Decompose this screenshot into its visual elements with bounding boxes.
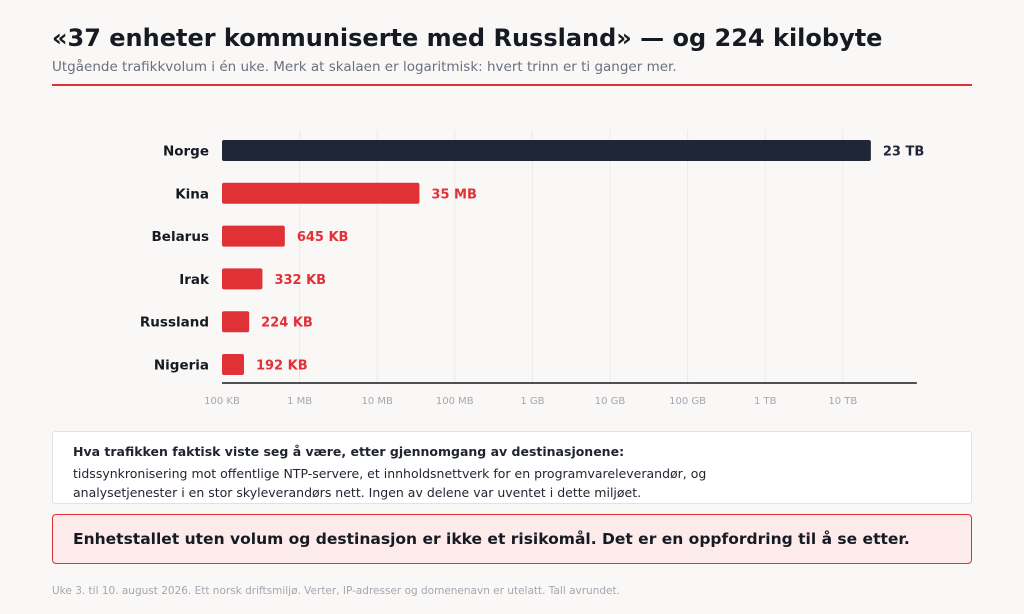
page-subtitle: Utgående trafikkvolum i én uke. Merk at … bbox=[52, 59, 677, 75]
chart-svg: 100 KB 1 MB 10 MB 100 MB 1 GB 10 GB 100 GB 1 TB… bbox=[140, 130, 924, 407]
value-label: 332 KB bbox=[274, 273, 326, 288]
x-tick-label: 10 GB bbox=[595, 396, 626, 407]
value-label: 192 KB bbox=[256, 359, 308, 374]
explanation-heading: Hva trafikken faktisk viste seg å være, … bbox=[73, 444, 625, 459]
category-label: Irak bbox=[179, 272, 210, 288]
footnote: Uke 3. til 10. august 2026. Ett norsk dr… bbox=[52, 585, 620, 597]
x-tick-label: 10 TB bbox=[828, 396, 857, 407]
explanation-text: tidssynkronisering mot offentlige NTP-se… bbox=[73, 466, 707, 500]
bar bbox=[222, 140, 871, 161]
bar bbox=[222, 268, 263, 290]
x-tick-label: 1 MB bbox=[287, 396, 312, 407]
value-label: 224 KB bbox=[261, 316, 313, 331]
value-label: 35 MB bbox=[431, 187, 476, 202]
value-label: 23 TB bbox=[883, 145, 924, 160]
category-label: Russland bbox=[140, 315, 209, 331]
x-tick-label: 10 MB bbox=[361, 396, 393, 407]
conclusion-callout: Enhetstallet uten volum og destinasjon e… bbox=[52, 514, 972, 564]
conclusion-text: Enhetstallet uten volum og destinasjon e… bbox=[73, 530, 910, 548]
value-label: 645 KB bbox=[297, 230, 349, 245]
header-divider bbox=[52, 84, 972, 86]
bar bbox=[222, 225, 285, 247]
bar bbox=[222, 311, 250, 333]
x-tick-label: 1 TB bbox=[754, 396, 777, 407]
explanation-box: Hva trafikken faktisk viste seg å være, … bbox=[52, 431, 972, 504]
category-label: Norge bbox=[163, 144, 209, 160]
page-title: «37 enheter kommuniserte med Russland» —… bbox=[52, 24, 883, 52]
category-label: Belarus bbox=[152, 229, 210, 245]
x-tick-label: 100 MB bbox=[436, 396, 474, 407]
x-tick-label: 100 GB bbox=[669, 396, 706, 407]
category-label: Kina bbox=[175, 186, 209, 202]
x-tick-label: 1 GB bbox=[520, 396, 544, 407]
category-label: Nigeria bbox=[154, 358, 209, 374]
bar bbox=[222, 354, 244, 375]
x-tick-label: 100 KB bbox=[204, 396, 240, 407]
traffic-bar-chart: 100 KB 1 MB 10 MB 100 MB 1 GB 10 GB 100 GB 1 TB… bbox=[0, 120, 1024, 420]
bar bbox=[222, 182, 420, 204]
